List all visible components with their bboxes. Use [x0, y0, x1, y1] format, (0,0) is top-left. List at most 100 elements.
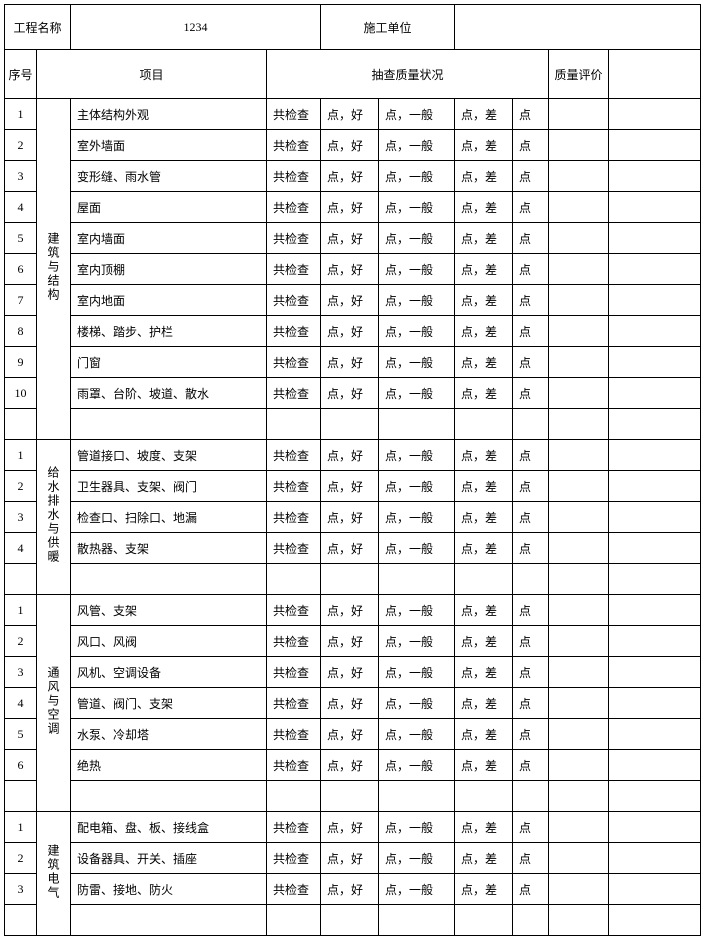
eval-cell [549, 440, 609, 471]
seq-cell: 3 [5, 657, 37, 688]
q-good: 点，好 [321, 533, 379, 564]
category-label: 通风与空调 [45, 666, 62, 736]
item-cell: 卫生器具、支架、阀门 [71, 471, 267, 502]
eval-cell [549, 99, 609, 130]
q-check: 共检查 [267, 192, 321, 223]
q-point: 点 [513, 874, 549, 905]
eval-cell [549, 533, 609, 564]
q-good: 点，好 [321, 192, 379, 223]
q-check: 共检查 [267, 595, 321, 626]
inspection-table: 工程名称1234施工单位序号项目抽查质量状况质量评价1建筑与结构主体结构外观共检… [4, 4, 701, 936]
table-row: 7室内地面共检查点，好点，一般点，差点 [5, 285, 701, 316]
constructor-label: 施工单位 [321, 5, 455, 50]
eval-cell [549, 750, 609, 781]
q-bad: 点，差 [455, 843, 513, 874]
q-bad: 点，差 [455, 626, 513, 657]
q-good: 点，好 [321, 316, 379, 347]
eval-cell [549, 843, 609, 874]
q-point: 点 [513, 843, 549, 874]
table-row: 8楼梯、踏步、护栏共检查点，好点，一般点，差点 [5, 316, 701, 347]
q-bad: 点，差 [455, 812, 513, 843]
q-bad: 点，差 [455, 719, 513, 750]
item-cell: 室内地面 [71, 285, 267, 316]
q-bad: 点，差 [455, 874, 513, 905]
q-good: 点，好 [321, 440, 379, 471]
item-cell: 风管、支架 [71, 595, 267, 626]
q-check: 共检查 [267, 626, 321, 657]
eval-cell [549, 254, 609, 285]
col-item: 项目 [37, 50, 267, 99]
table-row-blank [5, 564, 701, 595]
table-row: 9门窗共检查点，好点，一般点，差点 [5, 347, 701, 378]
q-normal: 点，一般 [379, 192, 455, 223]
q-good: 点，好 [321, 130, 379, 161]
q-bad: 点，差 [455, 440, 513, 471]
q-bad: 点，差 [455, 130, 513, 161]
q-normal: 点，一般 [379, 750, 455, 781]
q-point: 点 [513, 192, 549, 223]
q-normal: 点，一般 [379, 719, 455, 750]
table-row: 3防雷、接地、防火共检查点，好点，一般点，差点 [5, 874, 701, 905]
category-cell: 建筑与结构 [37, 99, 71, 440]
q-good: 点，好 [321, 223, 379, 254]
seq-cell: 1 [5, 440, 37, 471]
eval-cell [549, 223, 609, 254]
table-row: 2室外墙面共检查点，好点，一般点，差点 [5, 130, 701, 161]
item-cell: 防雷、接地、防火 [71, 874, 267, 905]
q-check: 共检查 [267, 285, 321, 316]
q-bad: 点，差 [455, 688, 513, 719]
col-seq: 序号 [5, 50, 37, 99]
table-row: 2风口、风阀共检查点，好点，一般点，差点 [5, 626, 701, 657]
seq-cell: 10 [5, 378, 37, 409]
seq-cell: 8 [5, 316, 37, 347]
seq-cell: 2 [5, 471, 37, 502]
project-name-value: 1234 [71, 5, 321, 50]
seq-cell: 1 [5, 595, 37, 626]
q-bad: 点，差 [455, 471, 513, 502]
table-row: 1建筑电气配电箱、盘、板、接线盒共检查点，好点，一般点，差点 [5, 812, 701, 843]
seq-cell: 3 [5, 874, 37, 905]
q-point: 点 [513, 595, 549, 626]
q-good: 点，好 [321, 688, 379, 719]
seq-cell: 4 [5, 688, 37, 719]
q-point: 点 [513, 130, 549, 161]
table-row: 1建筑与结构主体结构外观共检查点，好点，一般点，差点 [5, 99, 701, 130]
seq-cell: 3 [5, 161, 37, 192]
table-row: 4管道、阀门、支架共检查点，好点，一般点，差点 [5, 688, 701, 719]
q-point: 点 [513, 750, 549, 781]
seq-cell: 6 [5, 750, 37, 781]
q-normal: 点，一般 [379, 347, 455, 378]
table-row: 10雨罩、台阶、坡道、散水共检查点，好点，一般点，差点 [5, 378, 701, 409]
eval-cell [549, 626, 609, 657]
seq-cell: 3 [5, 502, 37, 533]
seq-cell: 2 [5, 626, 37, 657]
q-normal: 点，一般 [379, 843, 455, 874]
item-cell: 室内顶棚 [71, 254, 267, 285]
table-row: 2设备器具、开关、插座共检查点，好点，一般点，差点 [5, 843, 701, 874]
item-cell: 散热器、支架 [71, 533, 267, 564]
category-cell: 建筑电气 [37, 812, 71, 936]
q-normal: 点，一般 [379, 223, 455, 254]
q-point: 点 [513, 471, 549, 502]
item-cell: 主体结构外观 [71, 99, 267, 130]
q-check: 共检查 [267, 812, 321, 843]
table-row: 3变形缝、雨水管共检查点，好点，一般点，差点 [5, 161, 701, 192]
q-good: 点，好 [321, 161, 379, 192]
item-cell: 检查口、扫除口、地漏 [71, 502, 267, 533]
item-cell: 管道、阀门、支架 [71, 688, 267, 719]
table-row: 4散热器、支架共检查点，好点，一般点，差点 [5, 533, 701, 564]
eval-cell [549, 378, 609, 409]
eval-cell [549, 285, 609, 316]
q-good: 点，好 [321, 812, 379, 843]
q-point: 点 [513, 440, 549, 471]
category-cell: 通风与空调 [37, 595, 71, 812]
q-point: 点 [513, 285, 549, 316]
q-bad: 点，差 [455, 316, 513, 347]
table-row: 4屋面共检查点，好点，一般点，差点 [5, 192, 701, 223]
category-cell: 给水排水与供暖 [37, 440, 71, 595]
q-good: 点，好 [321, 254, 379, 285]
q-good: 点，好 [321, 657, 379, 688]
col-quality: 抽查质量状况 [267, 50, 549, 99]
seq-cell: 4 [5, 533, 37, 564]
q-check: 共检查 [267, 378, 321, 409]
